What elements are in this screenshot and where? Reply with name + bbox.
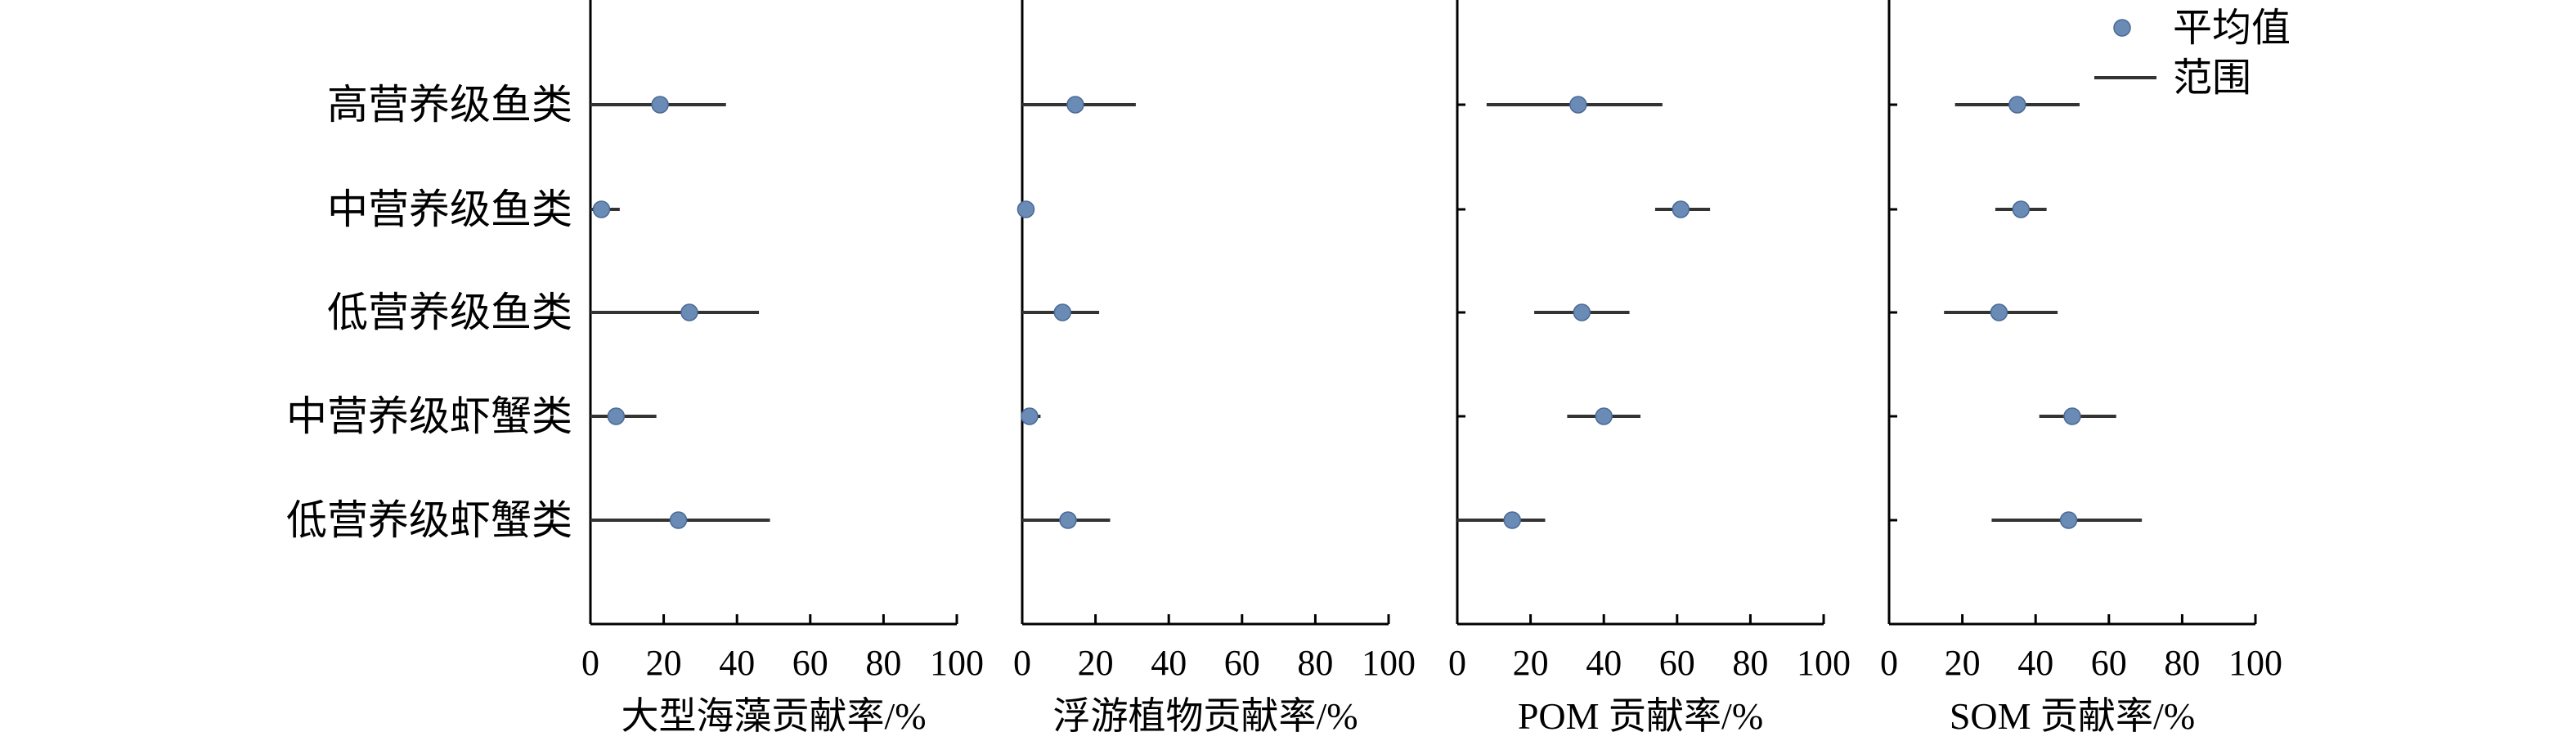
category-label: 中营养级鱼类 [327, 186, 572, 232]
x-tick-label: 100 [2228, 643, 2282, 683]
mean-marker [1990, 303, 2008, 321]
x-tick-label: 20 [1078, 643, 1114, 683]
x-tick-label: 60 [1224, 643, 1260, 683]
legend-mean-marker [2113, 19, 2131, 37]
mean-marker [1569, 96, 1587, 114]
x-tick-label: 40 [2017, 643, 2053, 683]
mean-marker [680, 303, 698, 321]
x-tick-label: 40 [719, 643, 755, 683]
x-tick-label: 80 [865, 643, 901, 683]
x-tick-label: 20 [1945, 643, 1981, 683]
mean-marker [2008, 96, 2026, 114]
x-tick-label: 0 [1448, 643, 1466, 683]
category-label: 高营养级鱼类 [327, 82, 572, 128]
legend-mean-label: 平均值 [2173, 7, 2291, 50]
mean-marker [1595, 407, 1613, 425]
x-axis-title: 浮游植物贡献率/% [1052, 695, 1358, 737]
mean-marker [1503, 511, 1521, 529]
x-tick-label: 0 [1013, 643, 1031, 683]
x-tick-label: 20 [646, 643, 682, 683]
x-tick-label: 60 [1659, 643, 1695, 683]
x-tick-label: 40 [1151, 643, 1187, 683]
mean-marker [2059, 511, 2078, 529]
x-axis-title: POM 贡献率/% [1518, 695, 1763, 737]
mean-marker [669, 511, 688, 529]
x-tick-label: 0 [1880, 643, 1898, 683]
mean-marker [1573, 303, 1591, 321]
mean-marker [2012, 200, 2031, 218]
x-tick-label: 40 [1586, 643, 1622, 683]
x-tick-label: 100 [930, 643, 984, 683]
mean-marker [1059, 511, 1077, 529]
x-axis-title: SOM 贡献率/% [1950, 695, 2195, 737]
x-tick-label: 0 [581, 643, 599, 683]
mean-marker [607, 407, 626, 425]
x-tick-label: 20 [1513, 643, 1549, 683]
x-tick-label: 60 [2091, 643, 2127, 683]
mean-marker [1021, 407, 1039, 425]
x-axis-title: 大型海藻贡献率/% [621, 695, 926, 737]
mean-marker [2063, 407, 2081, 425]
x-tick-label: 60 [792, 643, 828, 683]
x-tick-label: 100 [1362, 643, 1416, 683]
mean-marker [1016, 200, 1035, 218]
mean-marker [1053, 303, 1072, 321]
x-tick-label: 100 [1797, 643, 1851, 683]
x-tick-label: 80 [2164, 643, 2200, 683]
mean-marker [1066, 96, 1084, 114]
mean-marker [651, 96, 669, 114]
x-tick-label: 80 [1732, 643, 1768, 683]
mean-marker [592, 200, 611, 218]
category-label: 低营养级虾蟹类 [286, 497, 572, 543]
x-tick-label: 80 [1297, 643, 1333, 683]
category-label: 中营养级虾蟹类 [286, 393, 572, 439]
mean-marker [1672, 200, 1690, 218]
category-label: 低营养级鱼类 [327, 290, 572, 335]
legend-range-label: 范围 [2173, 56, 2251, 100]
